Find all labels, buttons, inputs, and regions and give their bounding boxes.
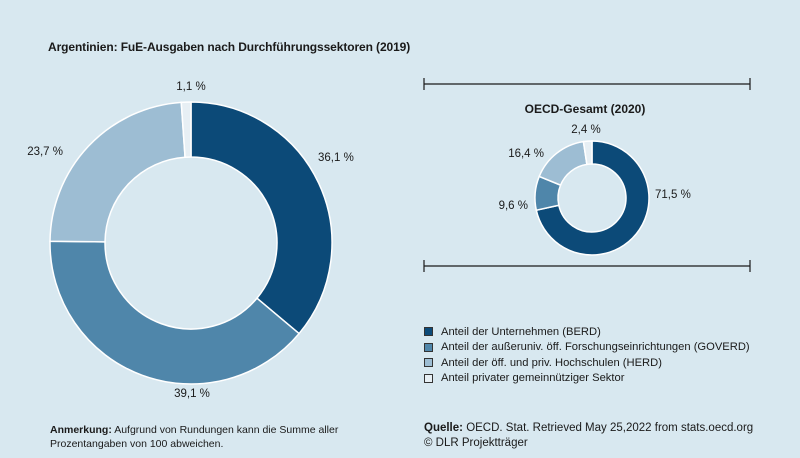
legend-item-1: Anteil der außeruniv. öff. Forschungsein… (424, 340, 750, 355)
legend: Anteil der Unternehmen (BERD) Anteil der … (424, 324, 750, 386)
legend-item-3: Anteil privater gemeinnütziger Sektor (424, 371, 750, 386)
donut-argentina: 36,1 % 39,1 % 23,7 % 1,1 % (27, 81, 354, 400)
donut-oecd: 71,5 % 9,6 % 16,4 % 2,4 % (499, 124, 691, 256)
main-label-0: 36,1 % (318, 152, 354, 164)
legend-item-2: Anteil der öff. und priv. Hochschulen (H… (424, 355, 750, 370)
main-slice-0 (190, 101, 333, 335)
legend-label: Anteil privater gemeinnütziger Sektor (441, 372, 625, 384)
main-label-2: 23,7 % (27, 146, 63, 158)
legend-label: Anteil der außeruniv. öff. Forschungsein… (441, 341, 750, 353)
legend-label: Anteil der öff. und priv. Hochschulen (H… (441, 356, 662, 369)
legend-swatch (424, 358, 433, 367)
main-slice-3 (180, 101, 192, 159)
note-text: Aufgrund von Rundungen kann die Summe al… (50, 424, 339, 450)
oecd-slice-0 (535, 140, 650, 256)
chart-title: Argentinien: FuE-Ausgaben nach Durchführ… (48, 40, 411, 54)
main-label-3: 1,1 % (176, 81, 205, 93)
copyright: © DLR Projektträger (424, 437, 528, 449)
oecd-label-2: 16,4 % (508, 148, 544, 160)
oecd-slice-2 (538, 140, 588, 187)
source-text: OECD. Stat. Retrieved May 25,2022 from s… (466, 422, 754, 434)
oecd-label-0: 71,5 % (655, 189, 691, 201)
note-label: Anmerkung: (50, 424, 112, 436)
legend-label: Anteil der Unternehmen (BERD) (441, 325, 601, 338)
legend-swatch (424, 327, 433, 336)
oecd-label-1: 9,6 % (499, 200, 528, 212)
legend-item-0: Anteil der Unternehmen (BERD) (424, 324, 750, 339)
oecd-label-3: 2,4 % (571, 124, 600, 136)
oecd-title: OECD-Gesamt (2020) (525, 102, 646, 116)
main-slice-2 (49, 101, 186, 243)
oecd-bracket (423, 78, 751, 272)
source: Quelle: OECD. Stat. Retrieved May 25,202… (424, 421, 753, 451)
main-slice-1 (49, 240, 301, 385)
oecd-slice-3 (582, 140, 593, 166)
note: Anmerkung: Aufgrund von Rundungen kann d… (50, 423, 380, 451)
main-label-1: 39,1 % (174, 388, 210, 400)
source-label: Quelle: (424, 422, 463, 434)
legend-swatch (424, 342, 433, 352)
legend-swatch (424, 373, 433, 383)
